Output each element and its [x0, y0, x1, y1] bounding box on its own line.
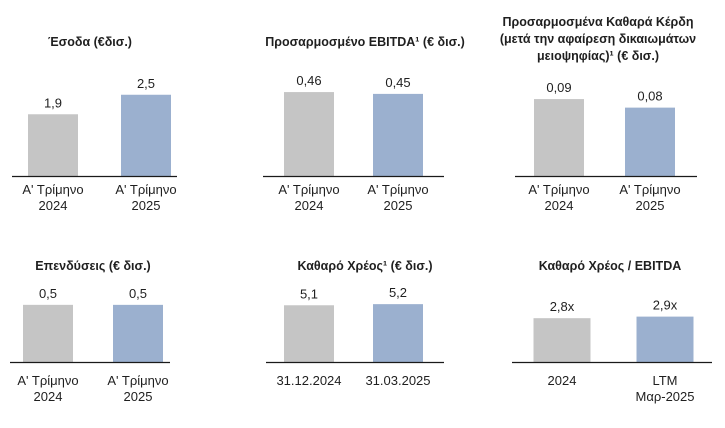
chart-title-net-debt-to-ebitda: Καθαρό Χρέος / EBITDA — [520, 258, 700, 275]
category-label: LTM — [652, 373, 677, 388]
category-label: 2025 — [636, 198, 665, 213]
title-line: Επενδύσεις (€ δισ.) — [35, 259, 151, 273]
category-label: 31.03.2025 — [365, 373, 430, 388]
value-label: 0,5 — [129, 286, 147, 301]
chart-title-adjusted-ebitda: Προσαρμοσμένο EBITDA¹ (€ δισ.) — [245, 34, 485, 51]
value-label: 2,9x — [653, 298, 678, 313]
category-label: 2025 — [132, 198, 161, 213]
category-label: 31.12.2024 — [276, 373, 341, 388]
category-label: Α' Τρίμηνο — [367, 182, 428, 197]
title-line: Καθαρό Χρέος¹ (€ δισ.) — [297, 259, 433, 273]
chart-title-adjusted-net-profit: Προσαρμοσμένα Καθαρά Κέρδη (μετά την αφα… — [478, 14, 718, 65]
value-label: 2,8x — [550, 299, 575, 314]
category-label: Α' Τρίμηνο — [107, 373, 168, 388]
category-label: Μαρ-2025 — [636, 389, 695, 404]
category-label: 2024 — [545, 198, 574, 213]
value-label: 0,45 — [385, 75, 410, 90]
category-label: Α' Τρίμηνο — [619, 182, 680, 197]
chart-title-net-debt: Καθαρό Χρέος¹ (€ δισ.) — [270, 258, 460, 275]
bar-1 — [284, 92, 334, 176]
title-line: Καθαρό Χρέος / EBITDA — [538, 259, 682, 273]
category-label: Α' Τρίμηνο — [22, 182, 83, 197]
category-label: 2025 — [384, 198, 413, 213]
bar-2 — [373, 304, 423, 362]
bar-2 — [636, 316, 694, 362]
category-label: 2024 — [548, 373, 577, 388]
bar-1 — [28, 114, 78, 176]
value-label: 0,46 — [296, 73, 321, 88]
bar-1 — [533, 318, 591, 362]
bar-2 — [121, 94, 171, 176]
value-label: 1,9 — [44, 95, 62, 110]
value-label: 0,09 — [546, 80, 571, 95]
category-label: Α' Τρίμηνο — [115, 182, 176, 197]
bar-1 — [284, 305, 334, 362]
title-line: Προσαρμοσμένο EBITDA¹ (€ δισ.) — [265, 35, 465, 49]
category-label: 2025 — [124, 389, 153, 404]
chart-title-revenue: Έσοδα (€δισ.) — [10, 34, 170, 51]
bar-1 — [534, 99, 584, 176]
category-label: Α' Τρίμηνο — [278, 182, 339, 197]
value-label: 0,5 — [39, 286, 57, 301]
bar-2 — [113, 304, 163, 362]
bar-1 — [23, 304, 73, 362]
title-line: Έσοδα (€δισ.) — [48, 35, 132, 49]
category-label: 2024 — [34, 389, 63, 404]
chart-title-investments: Επενδύσεις (€ δισ.) — [8, 258, 178, 275]
category-label: Α' Τρίμηνο — [528, 182, 589, 197]
bar-2 — [625, 107, 675, 176]
category-label: 2024 — [295, 198, 324, 213]
value-label: 5,2 — [389, 285, 407, 300]
bar-2 — [373, 93, 423, 176]
value-label: 2,5 — [137, 76, 155, 91]
category-label: Α' Τρίμηνο — [17, 373, 78, 388]
category-label: 2024 — [39, 198, 68, 213]
title-line: Προσαρμοσμένα Καθαρά Κέρδη — [502, 15, 694, 29]
title-line: (μετά την αφαίρεση δικαιωμάτων — [499, 32, 697, 46]
value-label: 5,1 — [300, 286, 318, 301]
title-line: μειοψηφίας)¹ (€ δισ.) — [537, 49, 659, 63]
value-label: 0,08 — [637, 89, 662, 104]
